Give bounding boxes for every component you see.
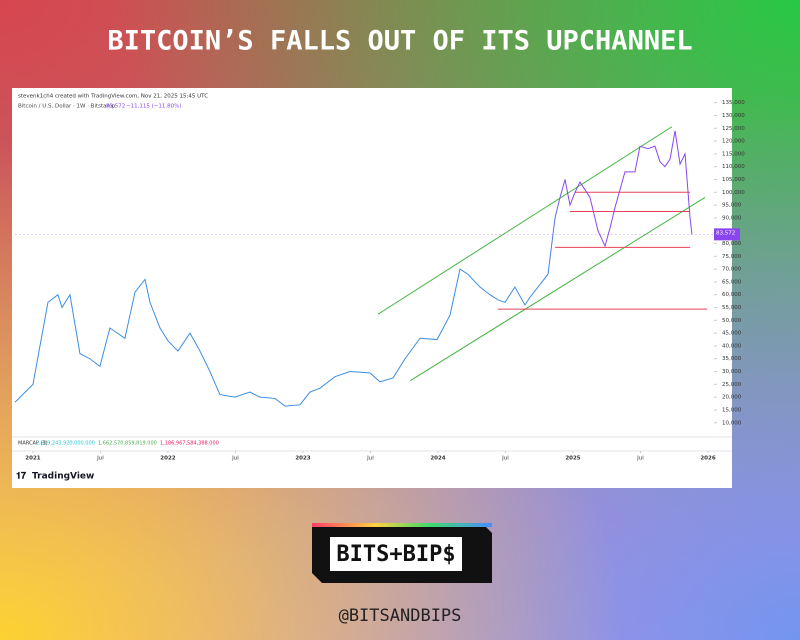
y-tick-label: 70,000	[722, 267, 742, 273]
x-tick-label: 2022	[160, 456, 175, 462]
x-tick-label: 2021	[25, 456, 40, 462]
price-tag	[714, 228, 740, 241]
y-tick-label: 105,000	[722, 177, 745, 183]
y-tick-label: 60,000	[722, 292, 742, 298]
y-tick-label: 15,000	[722, 407, 742, 413]
y-tick-label: 130,000	[722, 113, 745, 119]
x-tick-label: 2026	[700, 456, 715, 462]
y-tick-label: 75,000	[722, 254, 742, 260]
y-tick-label: 65,000	[722, 279, 742, 285]
x-tick-label: 2024	[430, 456, 445, 462]
chart-panel	[12, 88, 732, 488]
price-tag-label: 83,572	[716, 230, 735, 236]
credit: stevenk1ch4 created with TradingView.com…	[18, 94, 208, 100]
brand: TradingView	[32, 472, 94, 482]
y-tick-label: 115,000	[722, 151, 745, 157]
x-tick-label: Jul	[636, 456, 644, 462]
y-tick-label: 80,000	[722, 241, 742, 247]
y-tick-label: 20,000	[722, 395, 742, 401]
trend-line	[409, 196, 706, 382]
y-tick-label: 25,000	[722, 382, 742, 388]
title: BITCOIN’S FALLS OUT OF ITS UPCHANNEL	[107, 26, 692, 57]
x-tick-label: 2023	[295, 456, 310, 462]
x-tick-label: Jul	[501, 456, 509, 462]
brand-logo: 𝟏𝟕 TradingView	[16, 471, 94, 482]
y-tick-label: 10,000	[722, 420, 742, 426]
x-tick-label: Jul	[96, 456, 104, 462]
indicator-value: 1,662,570,859,819.000	[98, 441, 157, 447]
y-tick-label: 50,000	[722, 318, 742, 324]
x-tick-label: Jul	[231, 456, 239, 462]
symbol: Bitcoin / U.S. Dollar · 1W · Bitstamp	[18, 104, 116, 110]
price-line	[14, 130, 693, 407]
y-tick-label: 30,000	[722, 369, 742, 375]
x-tick-label: Jul	[366, 456, 374, 462]
svg-text:𝟏𝟕: 𝟏𝟕	[16, 471, 26, 482]
handle: @BITSANDBIPS	[339, 606, 462, 626]
change: −11,115 (−11.80%)	[126, 104, 181, 110]
indicator-label: MARCAP (3)	[18, 441, 48, 447]
logo-text: BITS+BIP$	[336, 542, 455, 567]
trend-line	[377, 126, 673, 315]
y-tick-label: 90,000	[722, 215, 742, 221]
y-tick-label: 110,000	[722, 164, 745, 170]
indicator-value: 2,919,243,920,000.000	[36, 441, 95, 447]
y-tick-label: 95,000	[722, 203, 742, 209]
y-tick-label: 55,000	[722, 305, 742, 311]
x-tick-label: 2025	[565, 456, 580, 462]
y-tick-label: 120,000	[722, 139, 745, 145]
indicator-value: 1,186,967,584,388.000	[160, 441, 219, 447]
y-tick-label: 125,000	[722, 126, 745, 132]
price: 83,572	[106, 104, 125, 110]
y-tick-label: 135,000	[722, 100, 745, 106]
y-tick-label: 45,000	[722, 331, 742, 337]
y-tick-label: 100,000	[722, 190, 745, 196]
footer-logo: BITS+BIP$	[312, 523, 492, 583]
y-tick-label: 35,000	[722, 356, 742, 362]
y-tick-label: 40,000	[722, 343, 742, 349]
